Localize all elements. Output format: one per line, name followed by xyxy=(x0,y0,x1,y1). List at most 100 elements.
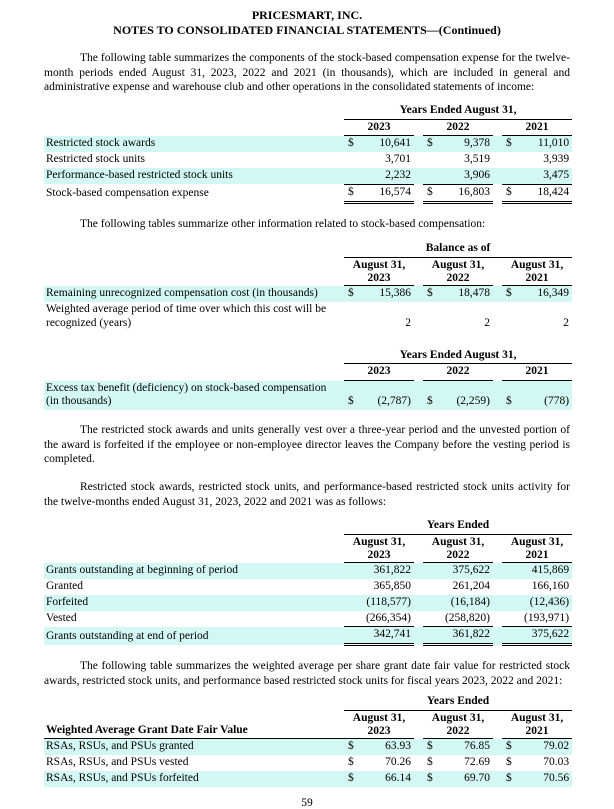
currency-cell-empty xyxy=(423,563,437,579)
column-header-2022: 2022 xyxy=(423,119,493,137)
row-excess-tax-benefit: Excess tax benefit (deficiency) on stock… xyxy=(44,380,573,411)
year-header-row: 2023 2022 2021 xyxy=(44,119,573,137)
cell-value: (16,184) xyxy=(450,595,490,608)
column-header-line2: 2023 xyxy=(367,724,391,737)
cell-value: 66.14 xyxy=(385,771,411,784)
currency-symbol: $ xyxy=(348,137,354,150)
column-header-2022: August 31, 2022 xyxy=(423,534,493,564)
currency-cell-empty xyxy=(502,579,516,595)
column-header-line1: August 31, xyxy=(431,712,485,725)
paragraph-compensation-intro: The following table summarizes the compo… xyxy=(44,52,570,94)
page-number: 59 xyxy=(301,796,313,809)
column-header-2021: August 31, 2021 xyxy=(502,710,573,740)
currency-symbol: $ xyxy=(427,740,433,753)
spacer-cell xyxy=(414,136,423,152)
row-label: Weighted average period of time over whi… xyxy=(46,302,327,329)
spacer-cell xyxy=(414,579,423,595)
column-header-2022: August 31, 2022 xyxy=(423,710,493,740)
spacer-cell xyxy=(414,364,423,381)
currency-cell-empty xyxy=(502,595,516,611)
cell-value: 11,010 xyxy=(537,137,570,150)
currency-cell-empty xyxy=(423,610,437,628)
row-label: Vested xyxy=(46,612,77,625)
column-header-line1: August 31, xyxy=(352,712,406,725)
currency-symbol: $ xyxy=(506,287,512,300)
group-header-row: Years Ended August 31, xyxy=(44,102,573,120)
group-header: Years Ended August 31, xyxy=(344,102,573,120)
spacer-cell xyxy=(414,168,423,184)
cell-value: 2 xyxy=(563,316,570,329)
currency-symbol: $ xyxy=(348,771,354,784)
spacer-cell xyxy=(414,286,423,302)
row-total-compensation-expense: Stock-based compensation expense $ 16,57… xyxy=(44,184,573,204)
currency-symbol: $ xyxy=(427,395,433,408)
spacer-cell xyxy=(44,518,344,534)
cell-value: 342,741 xyxy=(358,626,414,647)
cell-value: 361,822 xyxy=(437,626,493,647)
row-label: Stock-based compensation expense xyxy=(46,187,209,200)
cell-value: 415,869 xyxy=(531,564,570,577)
spacer-cell xyxy=(44,103,344,119)
year-header-row: August 31, 2023 August 31, 2022 August 3… xyxy=(44,257,573,287)
row-label: RSAs, RSUs, and PSUs granted xyxy=(46,740,194,753)
year-header-row: Weighted Average Grant Date Fair Value A… xyxy=(44,710,573,740)
currency-symbol: $ xyxy=(506,756,512,769)
currency-symbol: $ xyxy=(506,771,512,784)
cell-value: 2,232 xyxy=(358,167,414,185)
column-header-2021: 2021 xyxy=(502,119,573,137)
currency-cell-empty xyxy=(502,302,516,332)
spacer-cell xyxy=(493,152,502,168)
column-header-2023: August 31, 2023 xyxy=(344,710,414,740)
cell-value: 18,478 xyxy=(458,287,490,300)
currency-symbol: $ xyxy=(506,740,512,753)
spacer-cell xyxy=(493,286,502,302)
spacer-cell xyxy=(493,755,502,771)
currency-symbol: $ xyxy=(344,184,358,204)
cell-value: (266,354) xyxy=(358,610,414,628)
table-label-header: Weighted Average Grant Date Fair Value xyxy=(44,710,344,740)
document-subtitle: NOTES TO CONSOLIDATED FINANCIAL STATEMEN… xyxy=(113,23,501,37)
spacer-cell xyxy=(493,711,502,739)
spacer-cell xyxy=(493,119,502,136)
cell-value: (193,971) xyxy=(516,610,573,628)
cell-value: 3,701 xyxy=(385,153,411,166)
row-fv-granted: RSAs, RSUs, and PSUs granted $ 63.93 $ 7… xyxy=(44,738,573,756)
row-grants-beginning: Grants outstanding at beginning of perio… xyxy=(44,562,573,579)
spacer-cell xyxy=(414,381,423,411)
spacer-cell xyxy=(493,136,502,152)
paragraph-other-info: The following tables summarize other inf… xyxy=(80,217,486,230)
row-label: Remaining unrecognized compensation cost… xyxy=(46,287,318,300)
row-label: Restricted stock units xyxy=(46,153,146,166)
column-header-2023: August 31, 2023 xyxy=(344,534,414,564)
currency-cell-empty xyxy=(344,167,358,185)
spacer-cell xyxy=(493,381,502,411)
cell-value: 3,906 xyxy=(437,167,493,185)
cell-value: 375,622 xyxy=(452,564,490,577)
currency-symbol: $ xyxy=(506,137,512,150)
currency-cell-empty xyxy=(344,563,358,579)
column-header-line2: 2022 xyxy=(446,724,470,737)
spacer-cell xyxy=(44,348,344,364)
currency-symbol: $ xyxy=(506,395,512,408)
unrecognized-cost-table: Balance as of August 31, 2023 August 31,… xyxy=(44,241,573,332)
row-label: Grants outstanding at end of period xyxy=(46,629,209,642)
cell-value: 76.85 xyxy=(464,740,490,753)
cell-value: 365,850 xyxy=(373,579,411,592)
currency-symbol: $ xyxy=(427,771,433,784)
currency-cell-empty xyxy=(423,626,437,647)
currency-cell-empty xyxy=(344,152,358,168)
group-header-row: Years Ended xyxy=(44,518,573,535)
cell-value: 79.02 xyxy=(543,740,570,753)
paragraph-activity-intro: Restricted stock awards, restricted stoc… xyxy=(44,481,570,508)
spacer-cell xyxy=(414,152,423,168)
column-header-line2: 2023 xyxy=(367,271,391,284)
row-unrecognized-cost: Remaining unrecognized compensation cost… xyxy=(44,285,573,302)
row-label: Excess tax benefit (deficiency) on stock… xyxy=(46,381,327,408)
column-header-line1: August 31, xyxy=(352,535,406,548)
spacer-cell xyxy=(414,611,423,627)
currency-symbol: $ xyxy=(502,184,516,204)
cell-value: (12,436) xyxy=(529,595,570,608)
spacer-cell xyxy=(493,595,502,611)
column-header-2021: August 31, 2021 xyxy=(502,534,573,564)
